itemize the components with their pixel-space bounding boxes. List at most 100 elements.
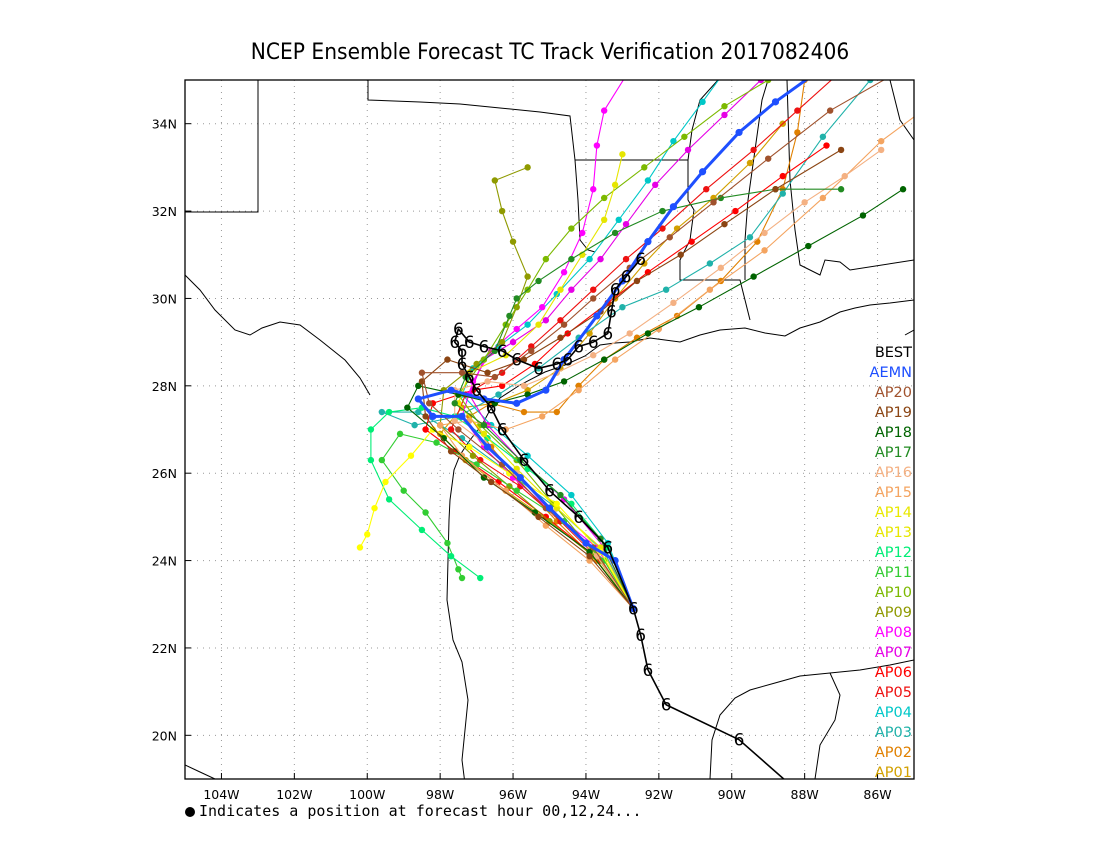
legend-entry-aemn: AEMN <box>869 365 912 381</box>
forecast-point <box>553 408 560 416</box>
hurricane-symbol: 6 <box>628 600 639 620</box>
lon-tick-label: 104W <box>203 787 239 802</box>
forecast-point <box>703 186 710 193</box>
forecast-point <box>717 264 725 272</box>
hurricane-symbol: 6 <box>511 351 522 371</box>
forecast-point <box>794 107 801 114</box>
forecast-point <box>466 443 473 451</box>
footnote-text: Indicates a position at forecast hour 00… <box>199 802 642 820</box>
legend-entry-ap12: AP12 <box>874 545 912 561</box>
forecast-point <box>524 452 531 459</box>
forecast-point <box>513 487 520 494</box>
plot-frame <box>184 79 915 780</box>
lon-tick-label: 88W <box>791 787 819 802</box>
forecast-point <box>669 203 678 211</box>
forecast-point <box>644 238 652 246</box>
state-border <box>744 80 769 280</box>
forecast-point <box>502 487 509 494</box>
forecast-point <box>495 391 502 398</box>
forecast-point <box>458 369 466 376</box>
forecast-point <box>819 194 827 202</box>
mexico-west-coastline <box>185 274 371 396</box>
legend-entry-ap06: AP06 <box>874 665 912 681</box>
forecast-point <box>509 338 517 346</box>
forecast-point <box>582 539 590 547</box>
forecast-point <box>480 430 488 438</box>
forecast-point <box>721 111 728 119</box>
forecast-point <box>524 164 531 171</box>
track-line <box>421 149 842 609</box>
yucatan-east-coast <box>814 672 841 779</box>
forecast-point <box>371 504 378 512</box>
forecast-point <box>765 80 772 84</box>
hurricane-symbol: 6 <box>661 696 672 716</box>
forecast-point <box>586 552 593 560</box>
forecast-point <box>677 251 684 258</box>
forecast-point <box>542 317 550 324</box>
lon-tick-label: 96W <box>499 787 527 802</box>
forecast-point <box>622 255 630 263</box>
hurricane-symbol: 6 <box>497 342 508 362</box>
forecast-point <box>659 207 666 215</box>
forecast-point <box>385 408 393 416</box>
forecast-point <box>458 574 466 582</box>
lon-tick-label: 92W <box>645 787 673 802</box>
forecast-point <box>458 412 466 420</box>
forecast-point <box>433 439 440 446</box>
track-line <box>416 80 809 610</box>
track-ap19 <box>418 146 845 612</box>
lat-tick-label: 20N <box>152 728 177 743</box>
map-gridlines <box>185 80 914 779</box>
forecast-point <box>542 513 550 521</box>
forecast-point <box>531 509 539 516</box>
forecast-point <box>925 103 931 109</box>
track-ap07 <box>466 80 765 612</box>
forecast-point <box>462 373 469 381</box>
forecast-point <box>757 80 765 84</box>
forecast-point <box>484 378 491 385</box>
legend-entry-ap09: AP09 <box>874 605 912 621</box>
track-line <box>454 149 882 609</box>
forecast-point <box>447 426 455 433</box>
legend-entry-ap08: AP08 <box>874 625 912 641</box>
forecast-point <box>641 260 648 267</box>
forecast-point <box>721 103 728 110</box>
forecast-point <box>480 356 488 363</box>
forecast-point <box>877 146 885 154</box>
state-border <box>687 80 719 161</box>
forecast-point <box>560 269 568 276</box>
hurricane-symbol: 6 <box>449 333 460 353</box>
hurricane-symbol: 6 <box>457 355 468 375</box>
forecast-point <box>750 146 757 154</box>
track-line <box>453 258 785 779</box>
forecast-point <box>469 452 477 459</box>
forecast-point <box>539 413 546 420</box>
forecast-point <box>615 216 622 223</box>
forecast-point <box>867 80 874 84</box>
hurricane-symbol: 6 <box>562 351 573 371</box>
forecast-point <box>568 286 575 293</box>
legend-entry-ap07: AP07 <box>874 645 912 661</box>
state-border <box>889 80 914 141</box>
forecast-point <box>600 194 608 202</box>
forecast-point <box>429 412 437 420</box>
forecast-point <box>597 255 604 263</box>
forecast-point <box>611 229 619 237</box>
forecast-point <box>411 421 418 429</box>
forecast-point <box>553 500 560 507</box>
forecast-point <box>400 487 407 494</box>
forecast-point <box>451 400 458 407</box>
forecast-point <box>422 426 429 433</box>
forecast-point <box>732 207 739 215</box>
forecast-point <box>385 496 393 503</box>
forecast-point <box>717 194 725 202</box>
forecast-point <box>382 478 389 486</box>
hurricane-symbol: 6 <box>497 421 508 441</box>
forecast-point <box>622 220 630 228</box>
legend-entry-ap02: AP02 <box>874 745 912 761</box>
hurricane-symbol: 6 <box>621 268 632 288</box>
forecast-point <box>560 378 568 385</box>
forecast-point <box>407 452 415 459</box>
forecast-point <box>498 382 506 390</box>
forecast-point <box>619 303 626 311</box>
